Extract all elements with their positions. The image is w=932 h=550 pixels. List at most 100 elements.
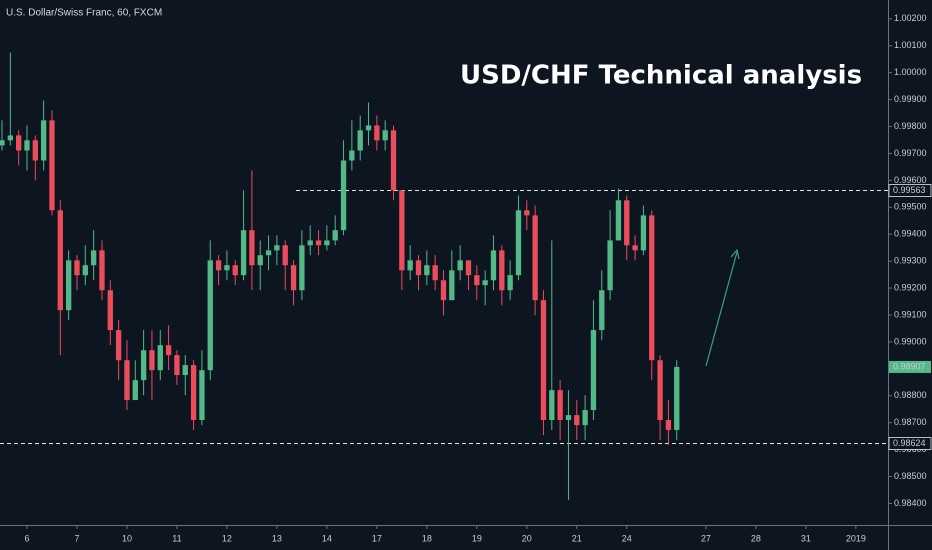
candle-body: [557, 390, 563, 420]
candle-body: [224, 265, 230, 271]
candle-body: [615, 200, 622, 241]
candle-body: [274, 245, 280, 251]
candle-body: [90, 250, 97, 266]
candle-body: [649, 215, 655, 361]
candle-body: [399, 190, 405, 271]
candle-body: [290, 265, 297, 291]
x-tick-label: 28: [751, 533, 761, 543]
candle-body: [432, 265, 438, 281]
x-tick-label: 7: [74, 533, 79, 543]
plot: [0, 52, 888, 500]
candle-body: [657, 360, 663, 420]
candle-body: [549, 390, 555, 420]
candle-body: [24, 140, 30, 151]
candle-body: [124, 360, 130, 401]
x-tick-label: 12: [222, 533, 232, 543]
candle-body: [107, 290, 113, 331]
candle-body: [132, 380, 138, 401]
candle-body: [199, 370, 205, 420]
y-tick-label: 0.98400: [894, 498, 927, 508]
candle-body: [99, 250, 105, 291]
candle-body: [590, 330, 597, 411]
x-tick-label: 24: [622, 533, 632, 543]
y-tick-label: 0.98700: [894, 417, 927, 427]
candle-body: [540, 300, 547, 420]
candle-body: [40, 120, 47, 161]
candle-body: [257, 255, 263, 266]
level-label: 0.98624: [893, 438, 926, 448]
candle-body: [624, 200, 630, 246]
candle-body: [499, 250, 505, 291]
y-tick-label: 0.99600: [894, 175, 927, 185]
candle-body: [190, 365, 197, 420]
candle-body: [149, 350, 155, 371]
y-tick-label: 0.99500: [894, 202, 927, 212]
candle-body: [340, 160, 347, 231]
candle-body: [215, 260, 222, 271]
x-tick-label: 11: [172, 533, 181, 543]
candle-body: [182, 365, 188, 376]
candle-body: [249, 230, 255, 266]
y-tick-label: 0.99800: [894, 121, 927, 131]
candle-body: [207, 260, 213, 371]
candle-body: [140, 350, 147, 381]
y-tick-label: 0.98800: [894, 390, 927, 400]
y-tick-label: 0.99400: [894, 229, 927, 239]
last-price-box: [889, 360, 931, 373]
level-label: 0.99563: [893, 185, 926, 195]
candle-body: [365, 125, 372, 131]
candle-body: [324, 240, 330, 246]
candle-body: [607, 240, 613, 291]
candle-body: [265, 250, 272, 256]
candle-body: [65, 260, 72, 311]
candle-body: [7, 135, 13, 141]
trend-arrow: [705, 248, 740, 367]
candle-body: [332, 230, 338, 241]
x-tick-label: 31: [801, 533, 811, 543]
candle-body: [532, 215, 538, 301]
candle-body: [574, 415, 580, 426]
x-tick-label: 6: [24, 533, 29, 543]
candle-body: [57, 210, 63, 311]
candle-body: [174, 355, 180, 376]
candle-body: [490, 250, 497, 281]
candle-body: [349, 150, 355, 161]
candle-body: [424, 265, 430, 276]
x-tick-label: 27: [701, 533, 711, 543]
candle-body: [15, 135, 22, 151]
y-tick-label: 1.00000: [894, 67, 927, 77]
x-tick-label: 19: [472, 533, 482, 543]
candle-body: [457, 260, 463, 271]
candle-body: [157, 345, 163, 371]
chart-title: USD/CHF Technical analysis: [460, 61, 862, 91]
candle-body: [482, 280, 488, 286]
candle-body: [315, 240, 322, 246]
y-tick-label: 0.99000: [894, 336, 927, 346]
candle-body: [282, 245, 288, 266]
candle-body: [357, 130, 363, 151]
x-tick-label: 14: [322, 533, 332, 543]
x-tick-label: 17: [372, 533, 382, 543]
candle-body: [74, 260, 80, 276]
level-label-box: [888, 437, 932, 450]
last-price-label: 0.98907: [893, 361, 926, 371]
candle-body: [565, 415, 572, 420]
candle-body: [382, 130, 388, 141]
candle-body: [465, 260, 472, 276]
y-tick-label: 0.98500: [894, 471, 927, 481]
candle-body: [474, 275, 480, 286]
y-tick-label: 1.00200: [894, 13, 927, 23]
candle-body: [407, 260, 413, 271]
candle-body: [0, 140, 5, 146]
candle-body: [507, 275, 513, 291]
y-tick-label: 0.99300: [894, 256, 927, 266]
candle-body: [307, 240, 313, 246]
candle-body: [240, 230, 247, 276]
symbol-label: U.S. Dollar/Swiss Franc, 60, FXCM: [6, 8, 162, 19]
candle-body: [440, 280, 447, 301]
candle-body: [390, 130, 397, 191]
candle-body: [449, 270, 455, 301]
y-tick-label: 0.99200: [894, 282, 927, 292]
candle-body: [599, 290, 605, 331]
